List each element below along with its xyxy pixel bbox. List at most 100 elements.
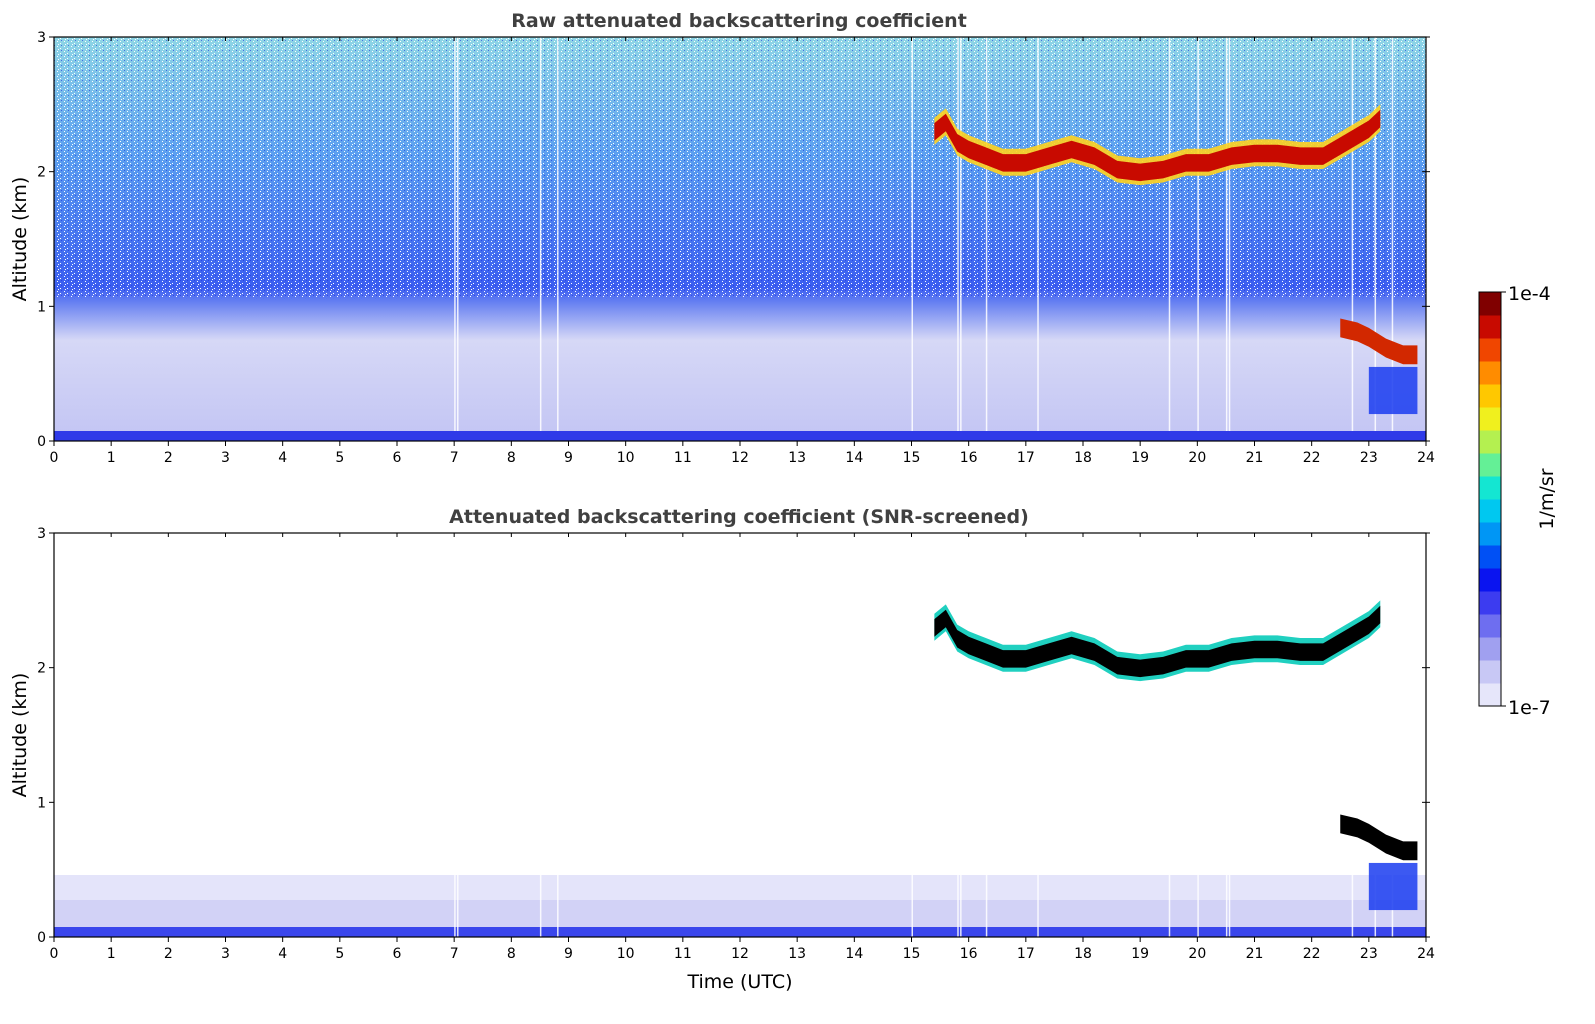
x-tick-label: 24 [1417,946,1435,962]
x-tick-label: 22 [1303,946,1321,962]
plot-area [53,36,1427,442]
x-tick-label: 1 [107,450,116,466]
x-tick-label: 1 [107,946,116,962]
y-tick-label: 2 [37,165,46,181]
gap-streak [1391,37,1394,441]
x-tick-label: 2 [164,450,173,466]
gap-streak [1228,37,1231,441]
x-tick-label: 0 [50,450,59,466]
x-tick-label: 7 [450,946,459,962]
x-tick-label: 18 [1074,946,1092,962]
y-tick-label: 3 [37,30,46,46]
x-tick-label: 2 [164,946,173,962]
gap-streak [985,37,988,441]
x-tick-label: 17 [1017,450,1035,466]
x-tick-label: 15 [903,450,921,466]
x-tick-label: 22 [1303,450,1321,466]
gap-streak [539,533,542,937]
gap-streak [985,533,988,937]
y-tick-label: 1 [37,299,46,315]
gap-streak [539,37,542,441]
x-tick-label: 19 [1131,450,1149,466]
x-axis: 0 1 2 3 4 5 6 7 8 9 10 11 12 13 14 15 16 17 18 19 20 21 22 23 24 [50,533,1435,962]
gap-streak [1037,37,1039,441]
gap-streak [457,533,459,937]
x-tick-label: 23 [1360,450,1378,466]
y-tick-label: 1 [37,795,46,811]
colorbar-cell [1479,591,1501,615]
colorbar-max-label: 1e-4 [1508,283,1551,305]
colorbar-cell [1479,430,1501,454]
y-axis-label: Altitude (km) [9,177,31,302]
colorbar-unit-label: 1/m/sr [1536,468,1558,529]
x-tick-label: 15 [903,946,921,962]
x-tick-label: 12 [731,946,749,962]
x-tick-label: 8 [507,450,516,466]
x-tick-label: 6 [393,450,402,466]
gap-streak [1168,533,1171,937]
cloud-lower-shadow [1368,366,1418,415]
colorbar-cell [1479,361,1501,385]
colorbar-scale [1479,292,1501,707]
data-gaps [454,37,1394,441]
gap-streak [960,533,962,937]
colorbar-cell [1479,384,1501,408]
gap-streak [1351,533,1354,937]
gap-streak [1197,37,1199,441]
gap-streak [1374,533,1377,937]
colorbar: 1e-4 1e-7 1/m/sr [1478,283,1558,719]
gap-streak [957,533,959,937]
x-tick-label: 16 [960,946,978,962]
gap-streak [1168,37,1171,441]
y-axis-label: Altitude (km) [9,673,31,798]
x-tick-label: 4 [278,946,287,962]
colorbar-cell [1479,407,1501,431]
x-tick-label: 12 [731,450,749,466]
colorbar-cell [1479,315,1501,339]
gap-streak [454,533,456,937]
panel-title: Attenuated backscattering coefficient (S… [449,506,1029,528]
x-tick-label: 5 [335,450,344,466]
x-tick-label: 13 [788,450,806,466]
x-tick-label: 10 [617,450,635,466]
colorbar-cell [1479,499,1501,523]
gap-streak [960,37,962,441]
x-tick-label: 18 [1074,450,1092,466]
boundary-layer-inner [54,900,1426,927]
x-tick-label: 17 [1017,946,1035,962]
plot-area [53,532,1427,938]
panel-screened: Attenuated backscattering coefficient (S… [9,506,1435,993]
colorbar-cell [1479,453,1501,477]
cloud-layers [934,104,1418,415]
x-tick-label: 3 [221,946,230,962]
gap-streak [911,533,913,937]
x-tick-label: 9 [564,946,573,962]
x-tick-label: 3 [221,450,230,466]
x-tick-label: 24 [1417,450,1435,466]
colorbar-cell [1479,292,1501,316]
x-axis: 0 1 2 3 4 5 6 7 8 9 10 11 12 13 14 15 16 17 18 19 20 21 22 23 24 [50,37,1435,466]
x-tick-label: 0 [50,946,59,962]
x-tick-label: 14 [845,946,863,962]
x-tick-label: 21 [1246,450,1264,466]
gap-streak [1228,533,1231,937]
cloud-lower-shadow [1368,862,1418,911]
gap-streak [1225,37,1228,441]
y-tick-label: 2 [37,661,46,677]
x-tick-label: 20 [1188,946,1206,962]
colorbar-cell [1479,637,1501,661]
surface-layer [54,927,1426,937]
gap-streak [454,37,456,441]
colorbar-cell [1479,522,1501,546]
panel-title: Raw attenuated backscattering coefficien… [511,10,967,32]
colorbar-cell [1479,545,1501,569]
x-tick-label: 11 [674,450,692,466]
cloud-lower-layer [1340,318,1418,365]
x-tick-label: 6 [393,946,402,962]
gap-streak [557,533,559,937]
colorbar-cell [1479,338,1501,362]
x-tick-label: 5 [335,946,344,962]
data-gaps [454,533,1394,937]
gap-streak [1374,37,1377,441]
